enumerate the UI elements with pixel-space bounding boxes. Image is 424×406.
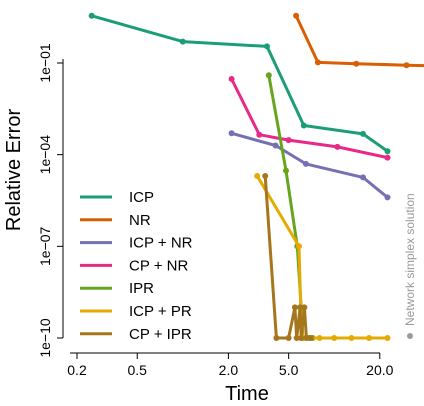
x-tick-label: 20.0 [366, 362, 393, 378]
network-simplex-label: Network simplex solution [403, 193, 417, 326]
data-point-icp [88, 12, 95, 19]
data-point-cp-ipr [262, 173, 269, 179]
data-point-nr [403, 62, 410, 69]
data-point-nr [353, 60, 360, 67]
data-point-icp-pr [366, 335, 373, 341]
series-nr [293, 12, 424, 69]
series-icp-nr [228, 130, 391, 201]
data-point-cp-ipr [273, 335, 280, 341]
legend-label-ipr: IPR [129, 280, 154, 297]
y-ticks: 1e−10 1e−07 1e−04 1e−01 [37, 43, 63, 358]
data-point-icp [360, 130, 366, 137]
series-icp [88, 12, 391, 155]
data-point-cp-ipr [291, 304, 298, 311]
data-point-cp-nr [334, 143, 341, 150]
series-line-cp-nr [230, 77, 389, 160]
data-point-icp [179, 38, 186, 45]
data-point-cp-ipr [303, 335, 310, 341]
y-tick-label: 1e−07 [37, 226, 53, 266]
data-point-ipr [265, 72, 272, 79]
data-point-cp-nr [228, 76, 235, 82]
x-tick-label: 2.0 [219, 362, 239, 378]
axes: 0.20.52.05.020.0100.0 1e−101e−071e−041e−… [37, 43, 394, 378]
data-point-cp-ipr [293, 335, 300, 341]
data-point-nr [314, 59, 321, 66]
legend-label-icp-nr: ICP + NR [129, 235, 193, 252]
data-point-icp-pr [254, 173, 261, 179]
series-line-nr [294, 14, 424, 68]
x-ticks: 0.20.52.05.020.0100.0 [67, 353, 394, 378]
data-point-cp-ipr [307, 335, 314, 341]
data-point-cp-nr [256, 131, 263, 138]
x-axis-title: Time [225, 383, 269, 405]
plot-lines [88, 12, 424, 341]
data-point-icp-pr [296, 243, 302, 250]
legend-label-cp-ipr: CP + IPR [129, 326, 192, 343]
data-point-icp [300, 122, 307, 129]
data-point-icp [264, 43, 270, 50]
y-tick-label: 1e−10 [37, 318, 53, 358]
data-point-icp-pr [348, 335, 355, 341]
series-line-icp-pr [255, 174, 389, 340]
data-point-cp-ipr [297, 304, 304, 311]
legend-label-icp-pr: ICP + PR [129, 303, 192, 320]
x-tick-label: 0.5 [128, 362, 148, 378]
x-tick-label: 0.2 [67, 362, 87, 378]
network-simplex-marker [407, 333, 413, 339]
series-line-icp [90, 14, 389, 153]
data-point-icp-nr [384, 194, 391, 201]
data-point-icp-nr [360, 174, 366, 181]
y-tick-label: 1e−04 [37, 135, 53, 175]
data-point-icp-nr [228, 130, 235, 137]
data-point-ipr [283, 167, 289, 174]
legend-label-cp-nr: CP + NR [129, 257, 188, 274]
series-line-cp-ipr [263, 174, 313, 340]
series-cp-ipr [262, 173, 314, 341]
data-point-icp-pr [331, 335, 338, 341]
data-point-cp-nr [285, 137, 292, 144]
x-tick-label: 5.0 [279, 362, 299, 378]
data-point-icp-pr [384, 335, 391, 341]
data-point-icp [384, 148, 391, 155]
legend-label-icp: ICP [129, 189, 154, 206]
data-point-nr [293, 12, 300, 19]
data-point-icp-pr [316, 335, 323, 341]
legend-label-nr: NR [129, 212, 151, 229]
y-tick-label: 1e−01 [37, 43, 53, 83]
data-point-cp-ipr [298, 335, 305, 341]
data-point-cp-ipr [285, 335, 292, 341]
series-cp-nr [228, 76, 391, 161]
data-point-cp-nr [384, 154, 391, 161]
data-point-icp-nr [302, 160, 309, 167]
y-axis-title: Relative Error [3, 109, 25, 232]
legend: ICP NR ICP + NR CP + NR IPR ICP + PR CP + IPR [80, 189, 193, 343]
data-point-cp-ipr [301, 304, 308, 311]
data-point-icp-nr [272, 142, 279, 149]
